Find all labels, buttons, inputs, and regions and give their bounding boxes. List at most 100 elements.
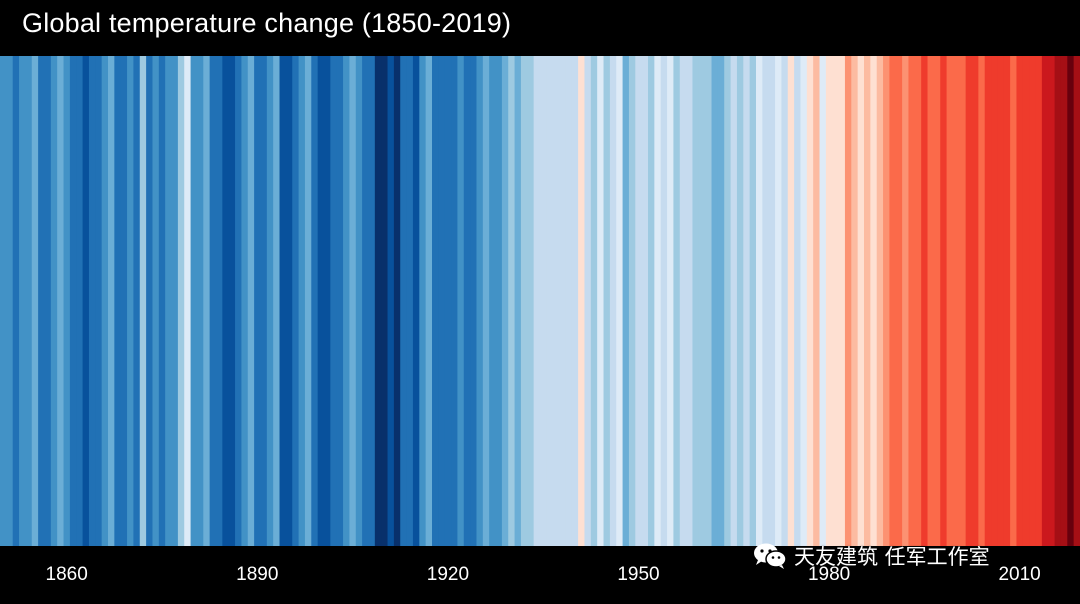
stripe-1916 [419,56,427,546]
stripe-1903 [336,56,344,546]
stripe-1978 [813,56,821,546]
stripe-1958 [686,56,694,546]
stripe-1885 [222,56,230,546]
stripe-2001 [959,56,967,546]
stripe-1997 [933,56,941,546]
chart-title: Global temperature change (1850-2019) [22,8,512,38]
stripe-1857 [44,56,52,546]
stripe-1930 [508,56,516,546]
stripe-1965 [730,56,738,546]
stripe-2017 [1060,56,1068,546]
stripe-1974 [787,56,795,546]
stripe-1881 [196,56,204,546]
stripe-1962 [711,56,719,546]
stripe-1959 [692,56,700,546]
stripe-1924 [470,56,478,546]
stripe-1932 [520,56,528,546]
stripe-1918 [432,56,439,546]
stripe-1936 [546,56,554,546]
stripe-1937 [552,56,560,546]
stripe-1851 [6,56,14,546]
stripe-1902 [330,56,338,546]
stripe-1942 [584,56,592,546]
stripe-1955 [667,56,675,546]
stripe-2006 [991,56,999,546]
stripe-1910 [381,56,389,546]
stripe-1873 [146,56,154,546]
stripe-1964 [724,56,732,546]
stripe-1859 [57,56,65,546]
stripe-1995 [921,56,929,546]
stripes-group [0,56,1080,546]
stripe-1976 [800,56,808,546]
stripe-1894 [279,56,287,546]
stripe-1968 [749,56,757,546]
stripe-1906 [355,56,363,546]
stripe-1969 [756,56,763,546]
watermark-text: 天友建筑 任军工作室 [794,545,990,569]
stripe-1989 [883,56,891,546]
stripe-1850 [0,56,7,546]
stripe-1963 [717,56,725,546]
stripe-1950 [635,56,643,546]
stripe-1872 [139,56,147,546]
stripe-1891 [260,56,268,546]
stripe-1882 [203,56,211,546]
stripe-1904 [343,56,351,546]
stripe-1945 [603,56,611,546]
stripe-1947 [616,56,624,546]
stripe-1933 [527,56,535,546]
stripe-1922 [457,56,465,546]
stripe-1879 [184,56,192,546]
stripe-1915 [412,56,420,546]
stripe-1954 [660,56,668,546]
stripe-1983 [844,56,852,546]
stripe-1949 [628,56,636,546]
stripe-1874 [152,56,160,546]
stripe-1960 [698,56,706,546]
stripe-1877 [171,56,179,546]
stripe-1980 [825,56,833,546]
stripe-1853 [19,56,27,546]
stripe-1870 [127,56,135,546]
stripe-1946 [609,56,617,546]
stripe-2016 [1054,56,1062,546]
stripe-1944 [597,56,605,546]
stripe-2010 [1016,56,1024,546]
stripe-1982 [838,56,846,546]
stripe-1875 [158,56,166,546]
stripe-1987 [870,56,878,546]
stripe-2011 [1022,56,1030,546]
stripe-1953 [654,56,662,546]
stripe-1981 [832,56,840,546]
stripe-1975 [794,56,802,546]
stripe-1909 [374,56,382,546]
stripe-1935 [540,56,547,546]
stripe-1928 [495,56,503,546]
stripe-2003 [972,56,979,546]
stripe-1856 [38,56,46,546]
stripe-1913 [400,56,408,546]
stripe-1948 [622,56,630,546]
stripe-1855 [31,56,39,546]
stripe-1854 [25,56,33,546]
stripe-1852 [12,56,20,546]
stripe-1991 [895,56,903,546]
stripe-1951 [641,56,649,546]
stripe-1966 [736,56,744,546]
stripe-1914 [406,56,414,546]
stripe-1912 [393,56,401,546]
stripe-1868 [114,56,122,546]
stripe-1889 [247,56,255,546]
stripe-1998 [940,56,948,546]
stripe-1898 [304,56,312,546]
x-tick-label: 1980 [808,564,850,585]
stripe-1896 [292,56,300,546]
stripe-1900 [317,56,325,546]
x-tick-label: 1950 [617,564,659,585]
stripe-1971 [768,56,776,546]
stripe-2019 [1073,56,1080,546]
stripe-1993 [908,56,916,546]
stripe-1972 [775,56,783,546]
